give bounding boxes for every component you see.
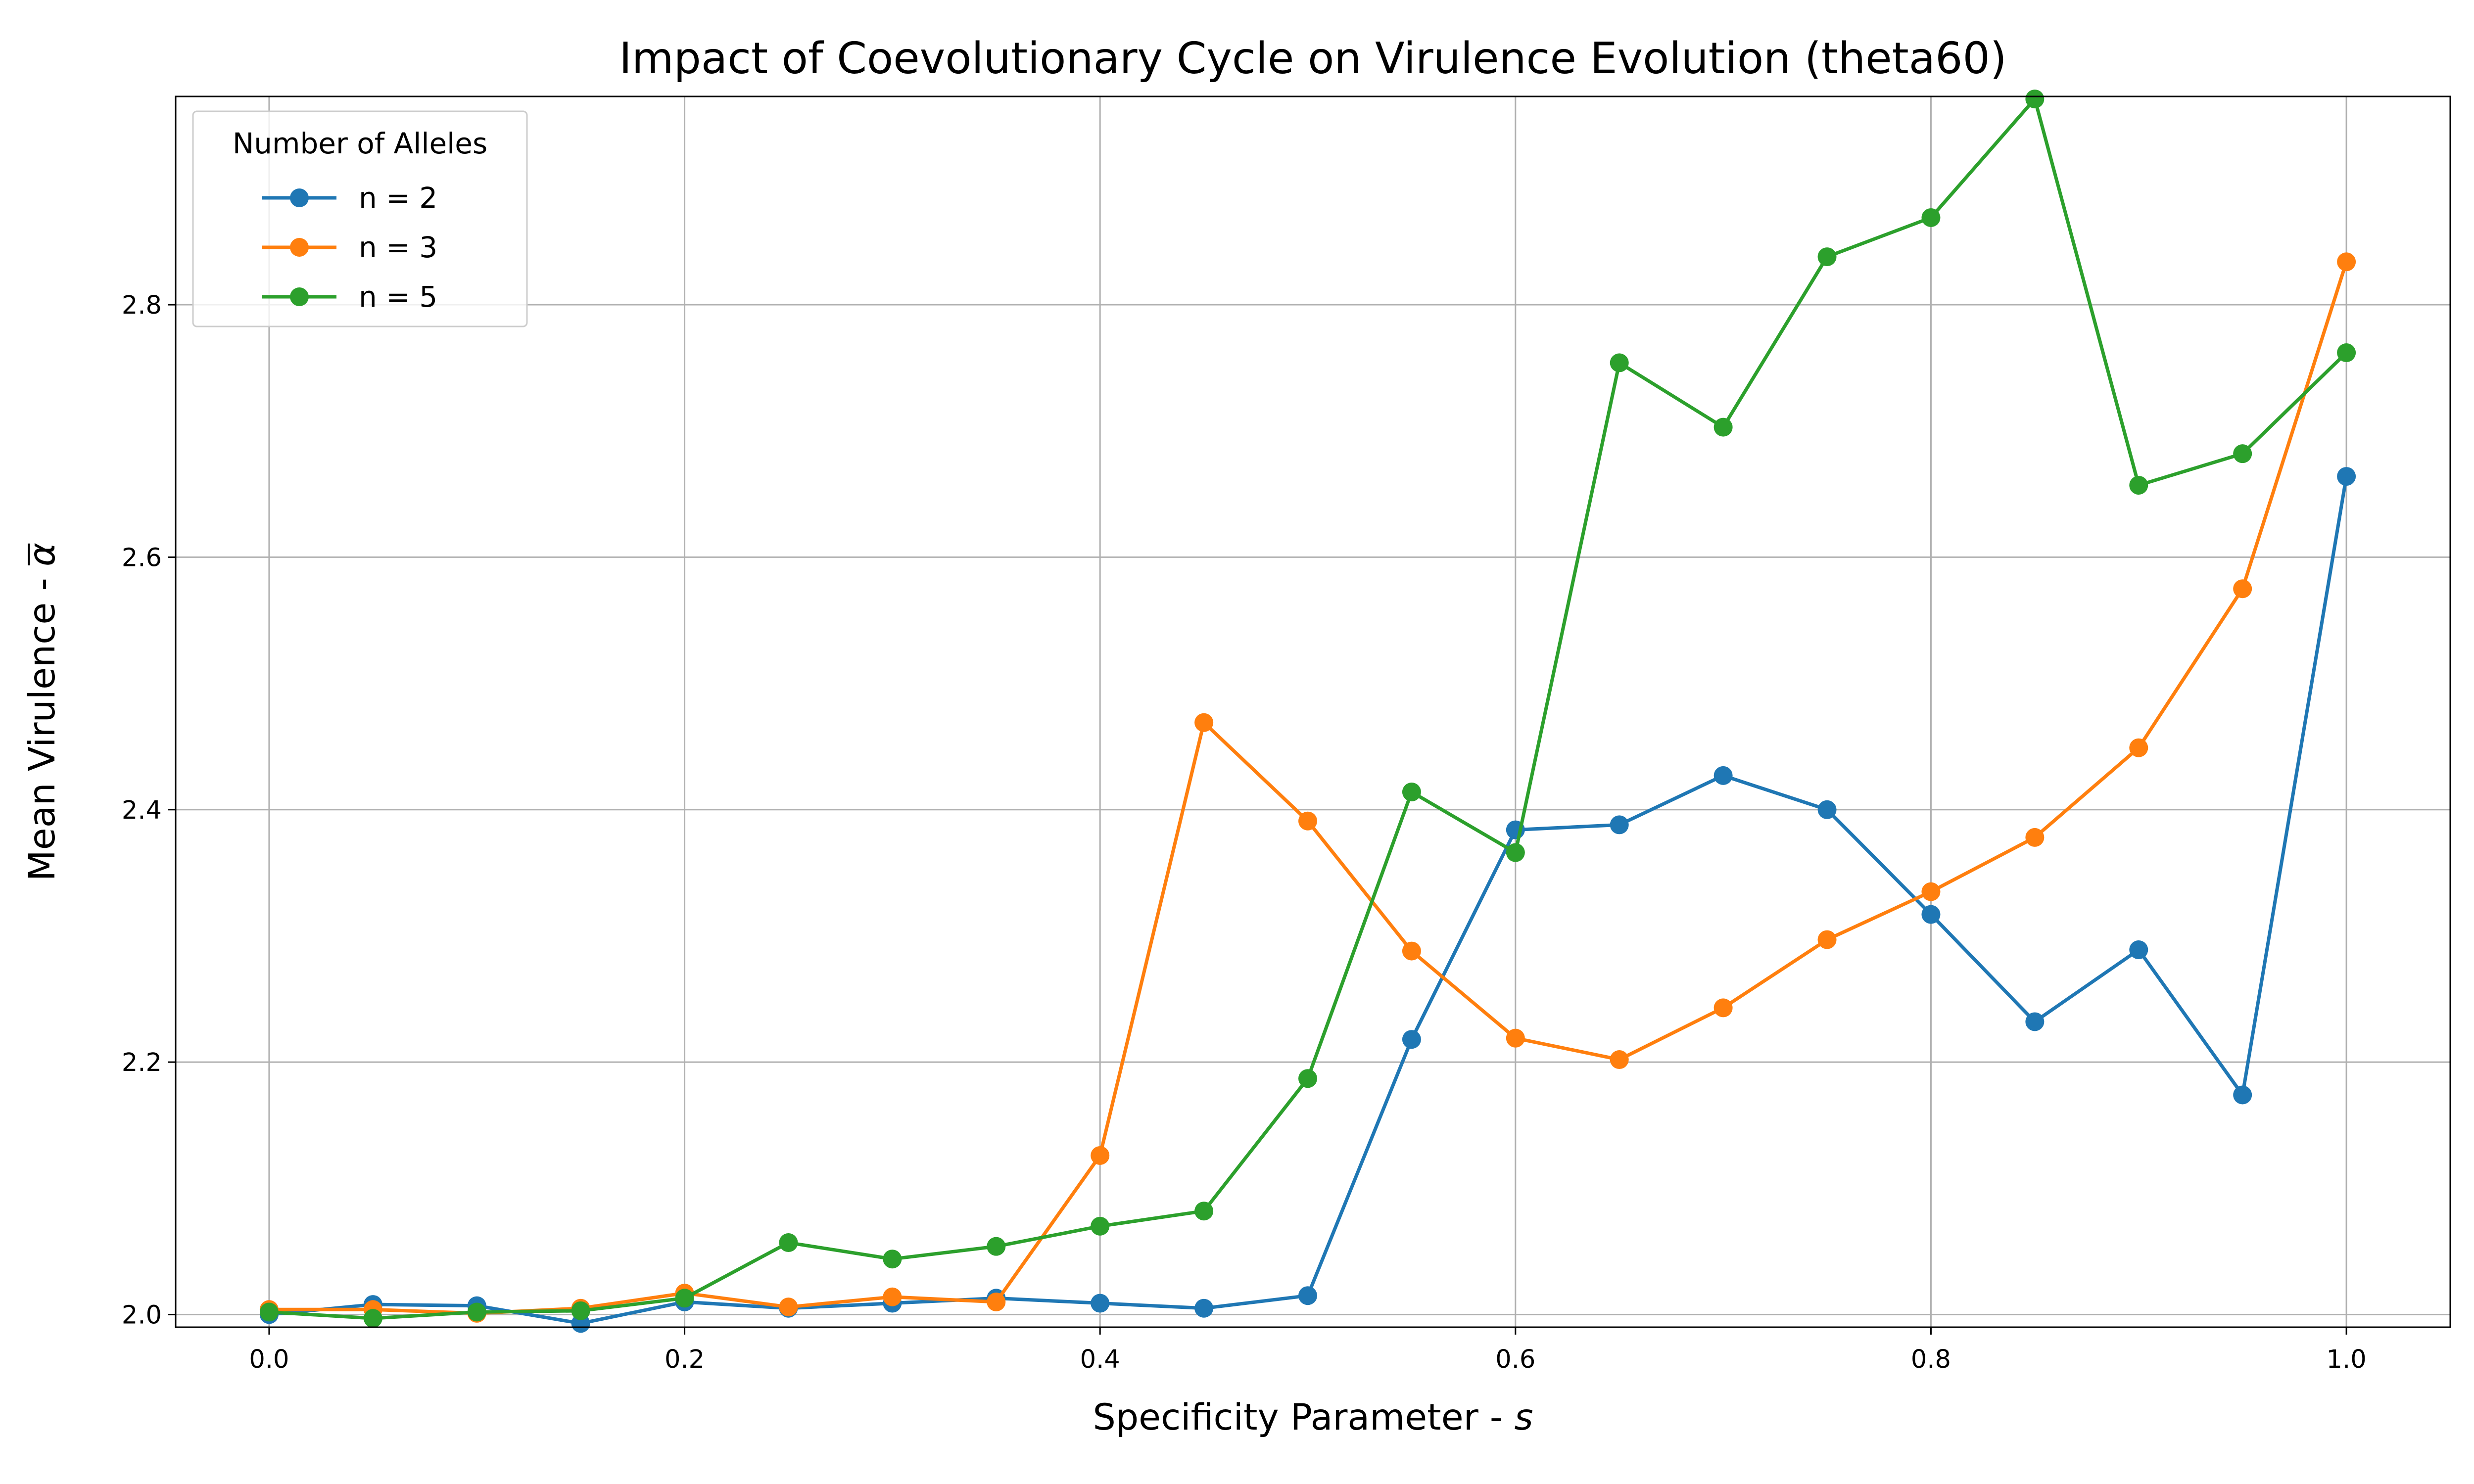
data-point [363,1309,382,1328]
x-axis-label: Specificity Parameter - s [1093,1396,1533,1438]
data-point [1610,1050,1629,1069]
data-point [987,1292,1006,1311]
plot-frame [175,95,2451,1328]
data-point [1713,417,1733,437]
grid [176,96,2450,1327]
legend-items: n = 2 n = 3 n = 5 [262,181,437,314]
data-point [2025,1012,2045,1031]
data-point [1921,208,1941,227]
legend-item: n = 3 [262,231,437,264]
data-point [2337,467,2356,486]
chart-title: Impact of Coevolutionary Cycle on Virule… [619,33,2007,84]
data-point [1402,783,1421,802]
data-point [1817,930,1837,949]
data-point [883,1250,902,1269]
legend-label: n = 5 [359,280,437,314]
data-point [1402,941,1421,961]
data-point [1817,800,1837,819]
data-point [2129,738,2148,757]
series-2 [259,252,2356,1323]
data-point [1091,1294,1110,1313]
data-point [987,1237,1006,1256]
legend-item: n = 2 [262,181,437,215]
legend-label: n = 3 [359,231,437,264]
data-point [2025,90,2045,109]
data-point [1194,1202,1214,1221]
x-tick-label: 0.4 [1080,1345,1120,1374]
data-point [1298,1286,1318,1305]
data-point [2337,252,2356,272]
data-point [1921,882,1941,901]
data-point [2025,828,2045,847]
data-point [1506,843,1525,862]
x-tick-label: 0.0 [249,1345,289,1374]
ticks: 0.0 0.2 0.4 0.6 0.8 1.0 2.0 2.2 2.4 2.6 2.8 [122,291,2367,1374]
series-3 [259,90,2356,1328]
data-point [1091,1146,1110,1165]
data-point [1817,247,1837,267]
legend: Number of Alleles n = 2 n = 3 n = 5 [192,110,528,327]
legend-swatch-marker [290,287,309,306]
series-layer [259,90,2356,1333]
legend-title: Number of Alleles [233,127,487,160]
data-point [1194,713,1214,732]
data-point [2129,940,2148,960]
y-tick-label: 2.6 [122,543,162,572]
data-point [1506,1028,1525,1048]
data-point [2233,579,2252,599]
data-point [1402,1030,1421,1049]
data-point [1298,1069,1318,1088]
x-tick-label: 0.8 [1911,1345,1951,1374]
data-point [2233,1085,2252,1105]
y-tick-label: 2.2 [122,1048,162,1077]
data-point [1091,1216,1110,1236]
data-point [1921,905,1941,924]
legend-label: n = 2 [359,181,437,215]
y-axis-label: Mean Virulence - α [21,543,63,881]
x-tick-label: 0.6 [1495,1345,1535,1374]
data-point [675,1289,694,1308]
data-point [1713,766,1733,785]
data-point [2337,343,2356,363]
data-point [779,1233,798,1252]
legend-box [192,110,528,327]
x-tick-label: 0.2 [665,1345,705,1374]
data-point [2129,475,2148,495]
data-point [1610,353,1629,372]
data-point [2233,444,2252,464]
data-point [1194,1298,1214,1318]
data-point [883,1287,902,1306]
data-point [1610,815,1629,835]
y-tick-label: 2.4 [122,796,162,825]
data-point [1713,998,1733,1018]
legend-item: n = 5 [262,280,437,314]
data-point [1298,811,1318,831]
data-point [571,1301,590,1320]
legend-swatch-marker [290,188,309,207]
x-tick-label: 1.0 [2327,1345,2367,1374]
legend-swatch-marker [290,238,309,257]
data-point [779,1298,798,1317]
data-point [467,1302,486,1322]
y-tick-label: 2.0 [122,1300,162,1330]
data-point [259,1302,279,1322]
y-tick-label: 2.8 [122,291,162,320]
